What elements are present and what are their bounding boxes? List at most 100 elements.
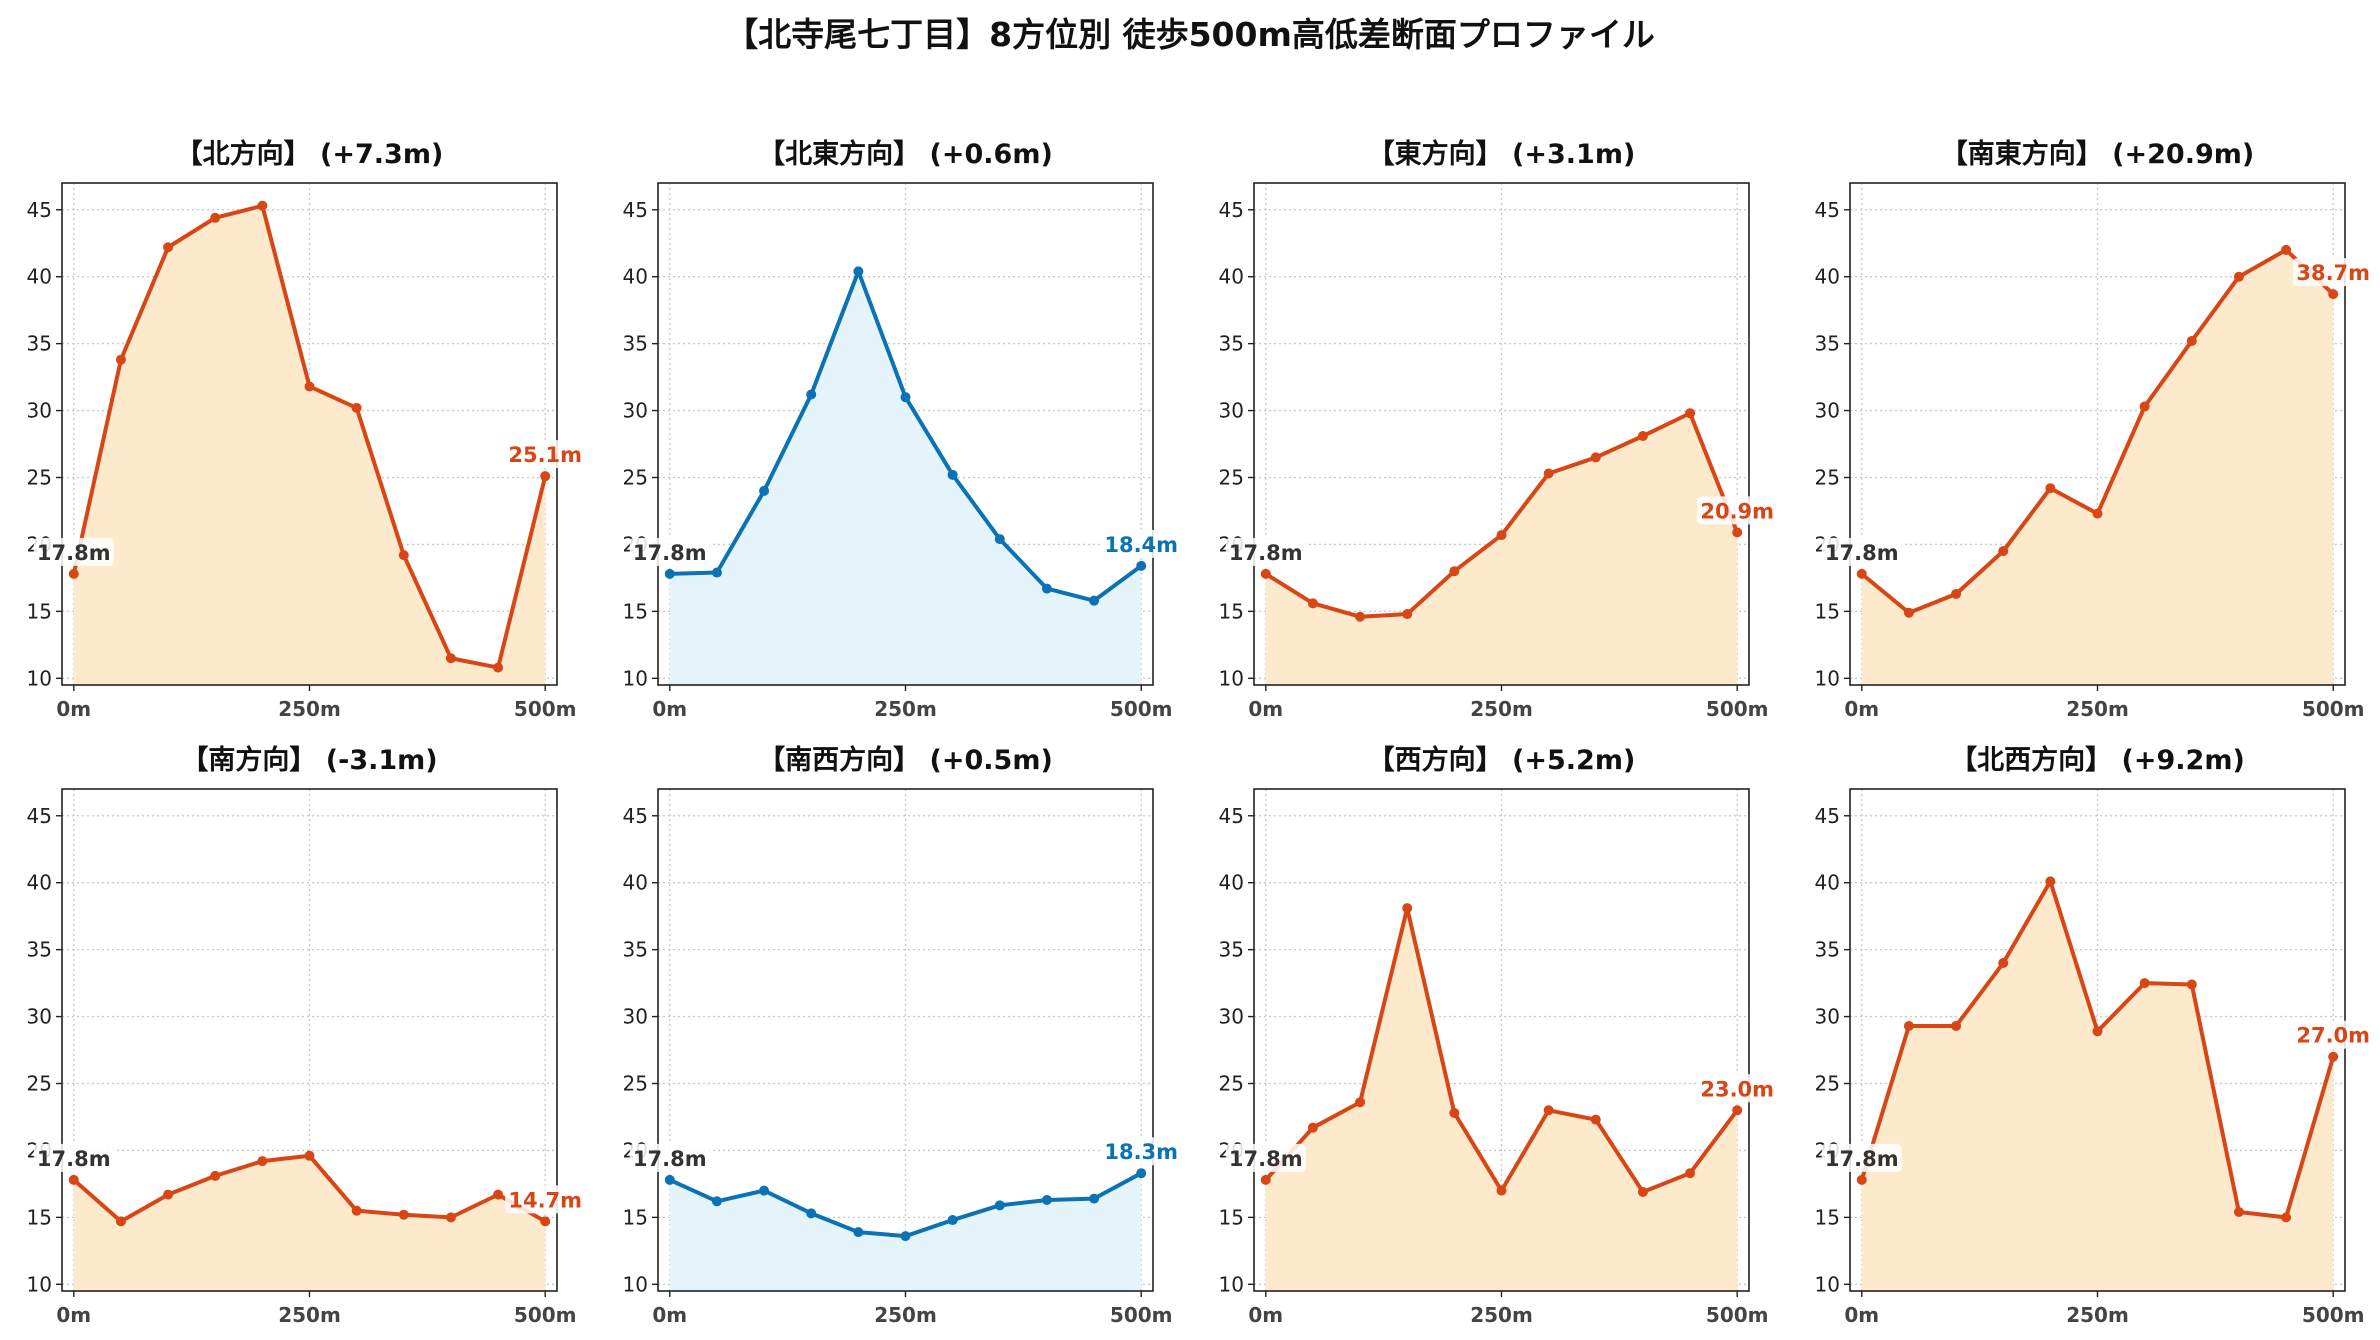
start-label: 17.8m bbox=[1825, 541, 1899, 565]
y-tick-label: 45 bbox=[623, 198, 648, 222]
data-point bbox=[540, 471, 551, 482]
data-point bbox=[1449, 566, 1460, 577]
start-label: 17.8m bbox=[1229, 541, 1303, 565]
y-tick-label: 25 bbox=[1815, 1072, 1840, 1096]
data-point bbox=[994, 1200, 1005, 1211]
area-fill bbox=[73, 1155, 546, 1291]
x-tick-label: 500m bbox=[1706, 1303, 1769, 1327]
data-point bbox=[445, 653, 456, 664]
x-tick-label: 0m bbox=[56, 1303, 91, 1327]
x-tick-label: 0m bbox=[652, 1303, 687, 1327]
data-point bbox=[2139, 978, 2150, 989]
data-point bbox=[2281, 1212, 2292, 1223]
start-label-box bbox=[1225, 1143, 1306, 1172]
x-tick-label: 0m bbox=[56, 697, 91, 721]
data-point bbox=[115, 1216, 126, 1227]
x-tick-label: 500m bbox=[2302, 697, 2365, 721]
data-point bbox=[115, 354, 126, 365]
data-point bbox=[68, 1174, 79, 1185]
end-label-box bbox=[505, 1185, 586, 1214]
data-point bbox=[1355, 611, 1366, 622]
start-label: 17.8m bbox=[1825, 1147, 1899, 1171]
data-point bbox=[1089, 595, 1100, 606]
start-label-box bbox=[629, 1143, 710, 1172]
data-point bbox=[493, 662, 504, 673]
data-point bbox=[1903, 607, 1914, 618]
y-tick-label: 10 bbox=[623, 1272, 648, 1296]
x-tick-label: 250m bbox=[874, 1303, 937, 1327]
data-point bbox=[1903, 1020, 1914, 1031]
start-label-box bbox=[33, 537, 114, 566]
x-tick-label: 250m bbox=[1470, 1303, 1533, 1327]
start-label-box bbox=[1821, 537, 1902, 566]
y-tick-label: 15 bbox=[27, 599, 52, 623]
y-tick-label: 40 bbox=[27, 265, 52, 289]
end-label-box bbox=[2293, 258, 2374, 287]
area-fill bbox=[73, 205, 546, 686]
data-point bbox=[1041, 583, 1052, 594]
data-point bbox=[1402, 903, 1413, 914]
data-point bbox=[2328, 1051, 2339, 1062]
data-point bbox=[1449, 1107, 1460, 1118]
data-point bbox=[1496, 1185, 1507, 1196]
data-point bbox=[1260, 1174, 1271, 1185]
data-point bbox=[2139, 401, 2150, 412]
y-tick-label: 10 bbox=[1815, 1272, 1840, 1296]
data-point bbox=[1951, 588, 1962, 599]
data-point bbox=[1998, 546, 2009, 557]
data-point bbox=[1136, 1168, 1147, 1179]
x-tick-label: 500m bbox=[2302, 1303, 2365, 1327]
y-tick-label: 25 bbox=[623, 1072, 648, 1096]
area-fill bbox=[1861, 249, 2334, 685]
end-label: 38.7m bbox=[2296, 261, 2370, 285]
y-tick-label: 30 bbox=[1219, 1005, 1244, 1029]
data-point bbox=[257, 200, 268, 211]
data-point bbox=[540, 1216, 551, 1227]
data-point bbox=[1637, 431, 1648, 442]
y-tick-label: 15 bbox=[623, 1205, 648, 1229]
end-label: 18.3m bbox=[1104, 1140, 1178, 1164]
y-tick-label: 15 bbox=[27, 1205, 52, 1229]
y-tick-label: 45 bbox=[1219, 804, 1244, 828]
y-tick-label: 40 bbox=[1815, 265, 1840, 289]
y-tick-label: 45 bbox=[1815, 804, 1840, 828]
x-tick-label: 500m bbox=[514, 1303, 577, 1327]
y-tick-label: 35 bbox=[623, 332, 648, 356]
end-label: 25.1m bbox=[508, 443, 582, 467]
x-tick-label: 250m bbox=[278, 697, 341, 721]
x-tick-label: 500m bbox=[1110, 1303, 1173, 1327]
y-tick-label: 40 bbox=[1219, 265, 1244, 289]
data-point bbox=[1496, 530, 1507, 541]
start-label: 17.8m bbox=[633, 1147, 707, 1171]
data-point bbox=[664, 568, 675, 579]
data-point bbox=[2092, 1026, 2103, 1037]
data-point bbox=[1307, 598, 1318, 609]
y-tick-label: 25 bbox=[1219, 1072, 1244, 1096]
x-tick-label: 0m bbox=[652, 697, 687, 721]
y-tick-label: 10 bbox=[27, 666, 52, 690]
y-tick-label: 30 bbox=[1815, 1005, 1840, 1029]
y-tick-label: 35 bbox=[27, 332, 52, 356]
start-label: 17.8m bbox=[37, 1147, 111, 1171]
y-tick-label: 45 bbox=[27, 198, 52, 222]
data-point bbox=[163, 1189, 174, 1200]
data-point bbox=[1637, 1186, 1648, 1197]
data-point bbox=[257, 1156, 268, 1167]
data-point bbox=[398, 550, 409, 561]
data-point bbox=[1951, 1020, 1962, 1031]
x-tick-label: 250m bbox=[1470, 697, 1533, 721]
area-fill bbox=[1265, 908, 1738, 1291]
data-point bbox=[1307, 1122, 1318, 1133]
data-point bbox=[1041, 1194, 1052, 1205]
y-tick-label: 45 bbox=[1815, 198, 1840, 222]
subplot-title: 【南東方向】 (+20.9m) bbox=[1941, 138, 2254, 170]
y-tick-label: 35 bbox=[1219, 332, 1244, 356]
subplot-6: 10152025303540450m250m500m【南西方向】 (+0.5m)… bbox=[623, 744, 1182, 1327]
subplot-7: 10152025303540450m250m500m【西方向】 (+5.2m)1… bbox=[1219, 744, 1778, 1327]
data-point bbox=[711, 567, 722, 578]
y-tick-label: 25 bbox=[27, 1072, 52, 1096]
end-label-box bbox=[2293, 1020, 2374, 1049]
data-point bbox=[947, 469, 958, 480]
data-point bbox=[1136, 560, 1147, 571]
